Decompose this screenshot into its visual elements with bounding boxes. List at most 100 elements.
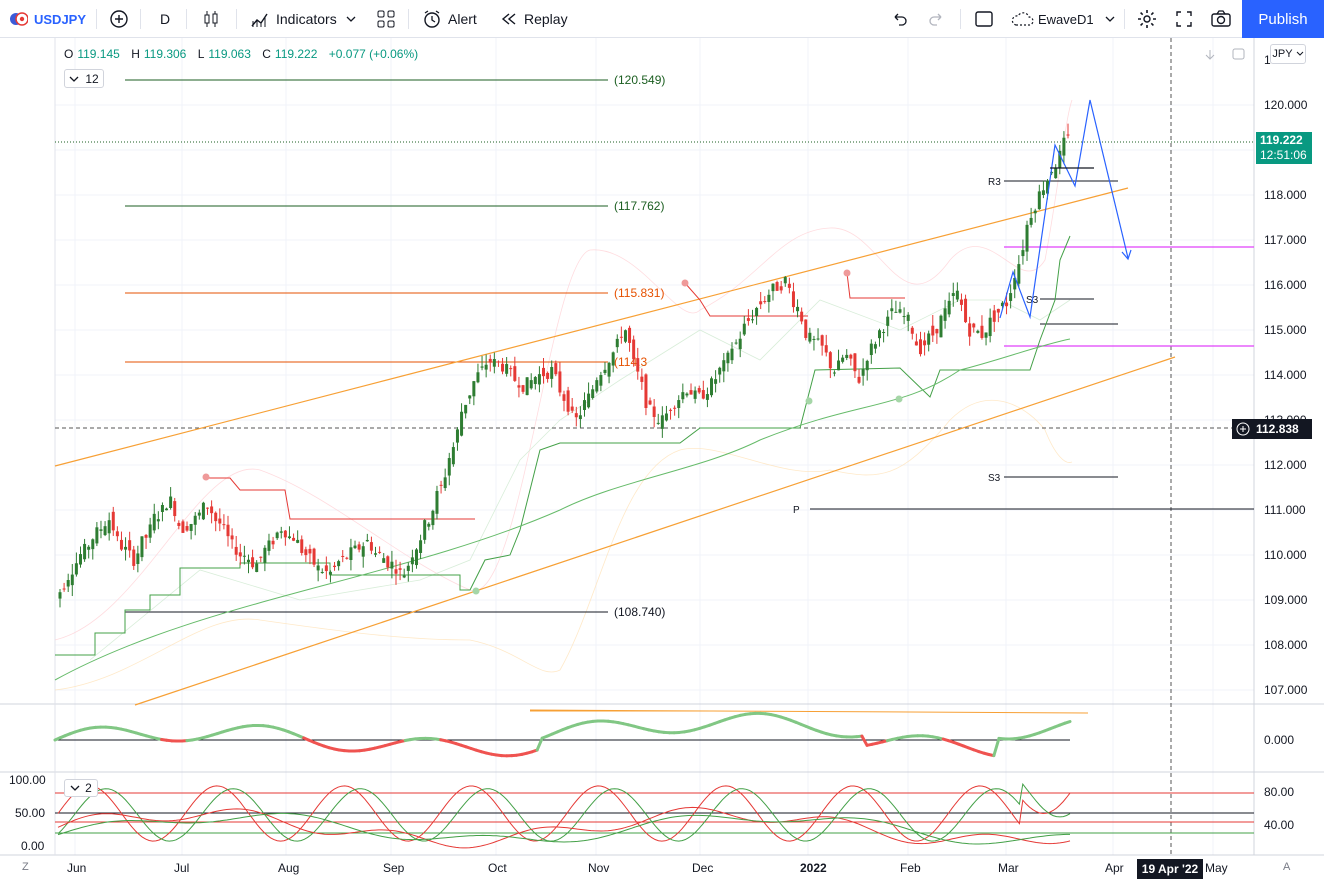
candle-body bbox=[861, 369, 865, 376]
low-value: 119.063 bbox=[208, 47, 251, 61]
candle-body bbox=[738, 338, 742, 350]
candle-body bbox=[206, 507, 210, 509]
divider bbox=[960, 9, 961, 29]
candle-body bbox=[333, 565, 337, 568]
redo-button[interactable] bbox=[928, 0, 946, 38]
oscillator-collapse-button[interactable]: 2 bbox=[64, 779, 98, 797]
candle-body bbox=[673, 407, 677, 409]
candle-body bbox=[443, 477, 447, 489]
alert-button[interactable]: Alert bbox=[422, 0, 477, 38]
candle-body bbox=[279, 531, 283, 533]
auto-scale-button[interactable]: A bbox=[1283, 861, 1291, 873]
candle-body bbox=[345, 557, 349, 559]
bollinger-bands bbox=[54, 99, 1073, 691]
candle-body bbox=[734, 342, 738, 344]
candle-body bbox=[972, 323, 976, 328]
square-icon bbox=[975, 11, 993, 27]
crosshair-date-tag: 19 Apr '22 bbox=[1137, 859, 1203, 879]
candle-body bbox=[796, 306, 800, 312]
candle-body bbox=[111, 511, 115, 531]
candle-body bbox=[283, 530, 287, 538]
candle-body bbox=[1009, 293, 1013, 301]
top-toolbar: USDJPY D Indicators Alert Replay EwaveD1 bbox=[0, 0, 1324, 38]
compare-button[interactable] bbox=[108, 0, 130, 38]
indicator-count: 12 bbox=[85, 71, 99, 86]
candle-body bbox=[755, 307, 759, 317]
candle-body bbox=[173, 501, 177, 517]
layout-menu-button[interactable]: EwaveD1 bbox=[1010, 0, 1116, 38]
indicators-label: Indicators bbox=[276, 11, 337, 27]
interval-button[interactable]: D bbox=[160, 0, 170, 38]
plus-circle-icon[interactable] bbox=[1234, 420, 1252, 438]
candle-body bbox=[730, 348, 734, 361]
candle-body bbox=[787, 283, 791, 288]
level-label: (117.762) bbox=[614, 199, 664, 213]
candle-body bbox=[652, 406, 656, 417]
candle-body bbox=[603, 369, 607, 374]
price-tick: 111.000 bbox=[1264, 503, 1306, 517]
candle-body bbox=[607, 362, 611, 377]
candle-body bbox=[378, 551, 382, 553]
replay-button[interactable]: Replay bbox=[500, 0, 568, 38]
fib-levels[interactable]: (120.549) (117.762) (115.831) (114.3 (10… bbox=[125, 73, 665, 619]
timezone-button[interactable]: Z bbox=[22, 861, 29, 873]
candle-body bbox=[414, 549, 418, 566]
layouts-button[interactable] bbox=[376, 0, 396, 38]
symbol-search[interactable]: USDJPY bbox=[8, 0, 86, 38]
candle-body bbox=[447, 458, 451, 476]
candle-body bbox=[763, 301, 767, 303]
indicators-button[interactable]: Indicators bbox=[250, 0, 357, 38]
candle-body bbox=[886, 316, 890, 326]
candle-body bbox=[615, 338, 619, 348]
candle-body bbox=[595, 380, 599, 392]
candle-body bbox=[312, 548, 316, 565]
settings-button[interactable] bbox=[1136, 0, 1158, 38]
candle-body bbox=[923, 340, 927, 346]
candle-body bbox=[406, 565, 410, 571]
candle-body bbox=[451, 447, 455, 465]
oscillator-pane-2[interactable] bbox=[55, 782, 1254, 849]
time-tick: Jul bbox=[174, 861, 189, 875]
time-axis[interactable]: Jun Jul Aug Sep Oct Nov Dec 2022 Feb Mar Apr May bbox=[67, 861, 1228, 875]
grid-icon bbox=[377, 10, 395, 28]
candle-body bbox=[488, 358, 492, 363]
time-tick: Sep bbox=[383, 861, 405, 875]
undo-button[interactable] bbox=[890, 0, 908, 38]
publish-button[interactable]: Publish bbox=[1242, 0, 1324, 38]
time-tick: Apr bbox=[1105, 861, 1124, 875]
indicators-collapse-button[interactable]: 12 bbox=[64, 69, 104, 88]
currency-dropdown[interactable]: JPY bbox=[1270, 44, 1306, 64]
arrow-down-icon[interactable] bbox=[1205, 50, 1215, 60]
pane-controls[interactable] bbox=[1205, 48, 1245, 60]
camera-icon bbox=[1211, 10, 1231, 27]
price-tick: 107.000 bbox=[1264, 683, 1308, 697]
candle-body bbox=[726, 352, 730, 364]
snapshot-button[interactable] bbox=[1210, 0, 1232, 38]
ohlc-legend: O 119.145 H 119.306 L 119.063 C 119.222 +0.0… bbox=[64, 47, 422, 61]
wave-projection[interactable] bbox=[999, 99, 1132, 320]
fullscreen-square-button[interactable] bbox=[974, 0, 994, 38]
fullscreen-button[interactable] bbox=[1174, 0, 1194, 38]
chart-area[interactable]: (120.549) (117.762) (115.831) (114.3 (10… bbox=[0, 38, 1324, 885]
candle-body bbox=[644, 374, 648, 408]
candle-body bbox=[62, 588, 66, 590]
osc2-left-tick: 100.00 bbox=[9, 773, 46, 787]
oscillator-pane-1[interactable] bbox=[53, 709, 1089, 758]
candle-body bbox=[292, 537, 296, 541]
candle-body bbox=[128, 540, 132, 551]
pivot-label: S3 bbox=[988, 473, 1001, 484]
candle-body bbox=[181, 521, 185, 533]
candle-body bbox=[1062, 137, 1066, 156]
price-axis[interactable]: 120.000119.000118.000117.000116.000115.0… bbox=[1264, 98, 1308, 697]
candle-body bbox=[296, 539, 300, 543]
last-price-tag: 119.222 12:51:06 bbox=[1256, 132, 1312, 164]
candle-body bbox=[878, 330, 882, 339]
maximize-icon[interactable] bbox=[1232, 48, 1245, 60]
candle-body bbox=[669, 409, 673, 411]
candle-body bbox=[275, 532, 279, 539]
trend-channel[interactable] bbox=[54, 187, 1176, 706]
chart-type-button[interactable] bbox=[202, 0, 220, 38]
price-candles[interactable] bbox=[58, 123, 1070, 608]
candle-body bbox=[83, 543, 87, 560]
candle-body bbox=[976, 330, 980, 333]
